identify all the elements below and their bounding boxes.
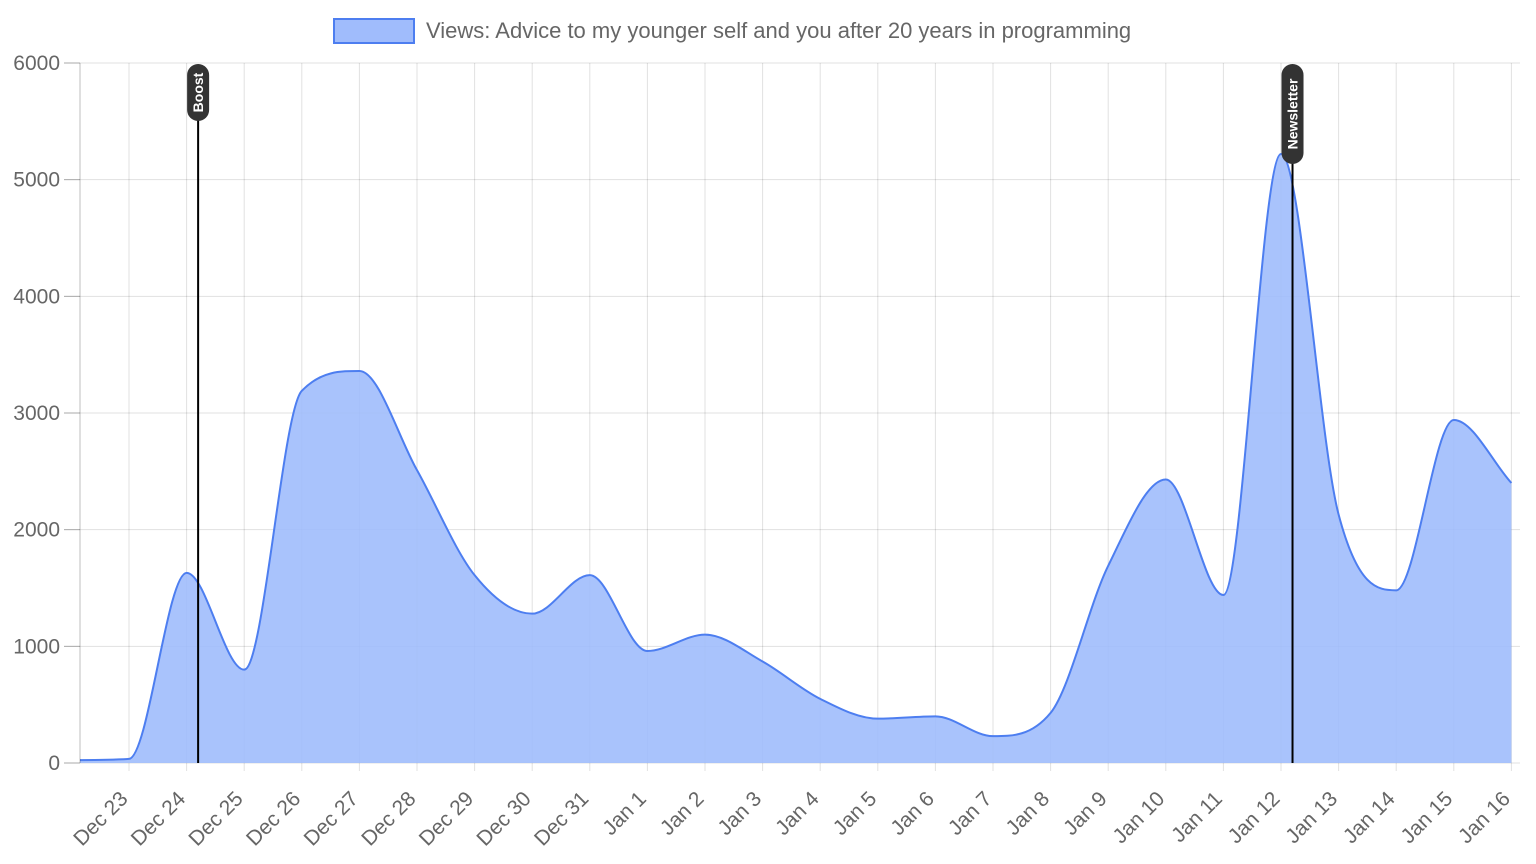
x-tick-label: Jan 16 xyxy=(1454,787,1515,848)
newsletter-marker-label: Newsletter xyxy=(1285,78,1301,149)
series-area-group xyxy=(80,152,1513,763)
x-tick-label: Jan 10 xyxy=(1108,787,1169,848)
x-tick-label: Dec 23 xyxy=(69,787,132,850)
x-tick-label: Jan 12 xyxy=(1224,787,1285,848)
x-tick-label: Jan 6 xyxy=(886,787,939,840)
x-tick-label: Jan 13 xyxy=(1281,787,1342,848)
y-tick-label: 6000 xyxy=(13,52,60,75)
y-tick-label: 3000 xyxy=(13,402,60,425)
x-tick-label: Dec 28 xyxy=(357,787,420,850)
y-tick-label: 5000 xyxy=(13,169,60,192)
x-tick-label: Jan 3 xyxy=(714,787,767,840)
y-tick-label: 4000 xyxy=(13,285,60,308)
x-tick-label: Dec 31 xyxy=(530,787,593,850)
boost-marker-pill xyxy=(187,64,210,121)
x-tick-label: Dec 25 xyxy=(184,787,247,850)
x-tick-label: Dec 26 xyxy=(242,787,305,850)
y-tick-label: 0 xyxy=(48,752,60,775)
x-tick-label: Dec 24 xyxy=(127,787,191,851)
x-tick-label: Jan 11 xyxy=(1167,787,1227,847)
newsletter-marker-pill xyxy=(1281,64,1304,164)
x-tick-label: Jan 14 xyxy=(1339,787,1400,848)
series-area xyxy=(80,152,1513,763)
x-tick-label: Jan 5 xyxy=(829,787,882,840)
x-tick-label: Dec 27 xyxy=(300,787,363,850)
x-tick-label: Jan 7 xyxy=(944,787,997,840)
x-tick-label: Dec 30 xyxy=(472,787,535,850)
series-line xyxy=(80,152,1513,762)
x-tick-label: Jan 4 xyxy=(771,787,824,840)
x-tick-label: Jan 15 xyxy=(1396,787,1457,848)
boost-marker-label: Boost xyxy=(190,72,206,112)
x-tick-label: Jan 8 xyxy=(1002,787,1055,840)
x-tick-label: Jan 1 xyxy=(598,787,651,840)
legend-label: Views: Advice to my younger self and you… xyxy=(426,18,1131,43)
legend-swatch xyxy=(333,18,415,44)
y-tick-label: 2000 xyxy=(13,519,60,542)
annotations: Boost Newsletter xyxy=(187,64,1304,763)
y-tick-label: 1000 xyxy=(13,635,60,658)
legend[interactable]: Views: Advice to my younger self and you… xyxy=(333,18,1131,44)
series-area-fill xyxy=(80,154,1512,763)
x-tick-label: Dec 29 xyxy=(415,787,478,850)
x-tick-label: Jan 9 xyxy=(1059,787,1112,840)
x-tick-label: Jan 2 xyxy=(656,787,709,840)
